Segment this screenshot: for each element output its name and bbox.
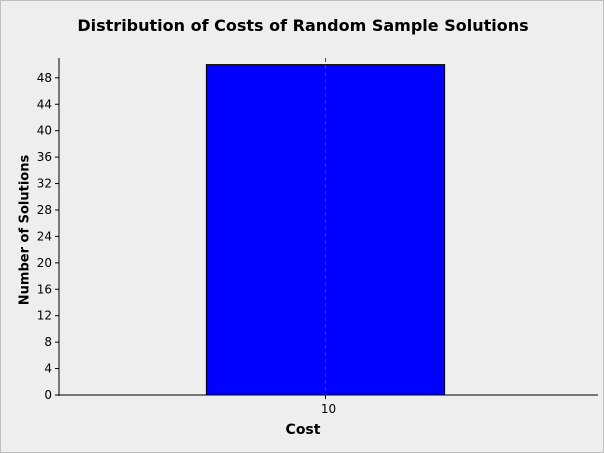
y-tick-label: 20	[37, 256, 52, 270]
y-tick-label: 16	[37, 282, 52, 296]
y-tick-label: 40	[37, 124, 52, 138]
y-tick-label: 28	[37, 203, 52, 217]
y-tick-label: 4	[44, 362, 52, 376]
x-tick-label: 10	[321, 402, 336, 416]
x-axis: 10	[59, 394, 598, 416]
chart-title: Distribution of Costs of Random Sample S…	[77, 16, 529, 35]
y-tick-label: 8	[44, 335, 52, 349]
y-tick-label: 24	[37, 229, 52, 243]
y-tick-label: 32	[37, 177, 52, 191]
y-tick-label: 44	[37, 97, 52, 111]
y-tick-label: 12	[37, 309, 52, 323]
y-tick-label: 36	[37, 150, 52, 164]
x-axis-label: Cost	[285, 422, 321, 438]
y-tick-label: 0	[44, 388, 52, 402]
y-tick-label: 48	[37, 71, 52, 85]
